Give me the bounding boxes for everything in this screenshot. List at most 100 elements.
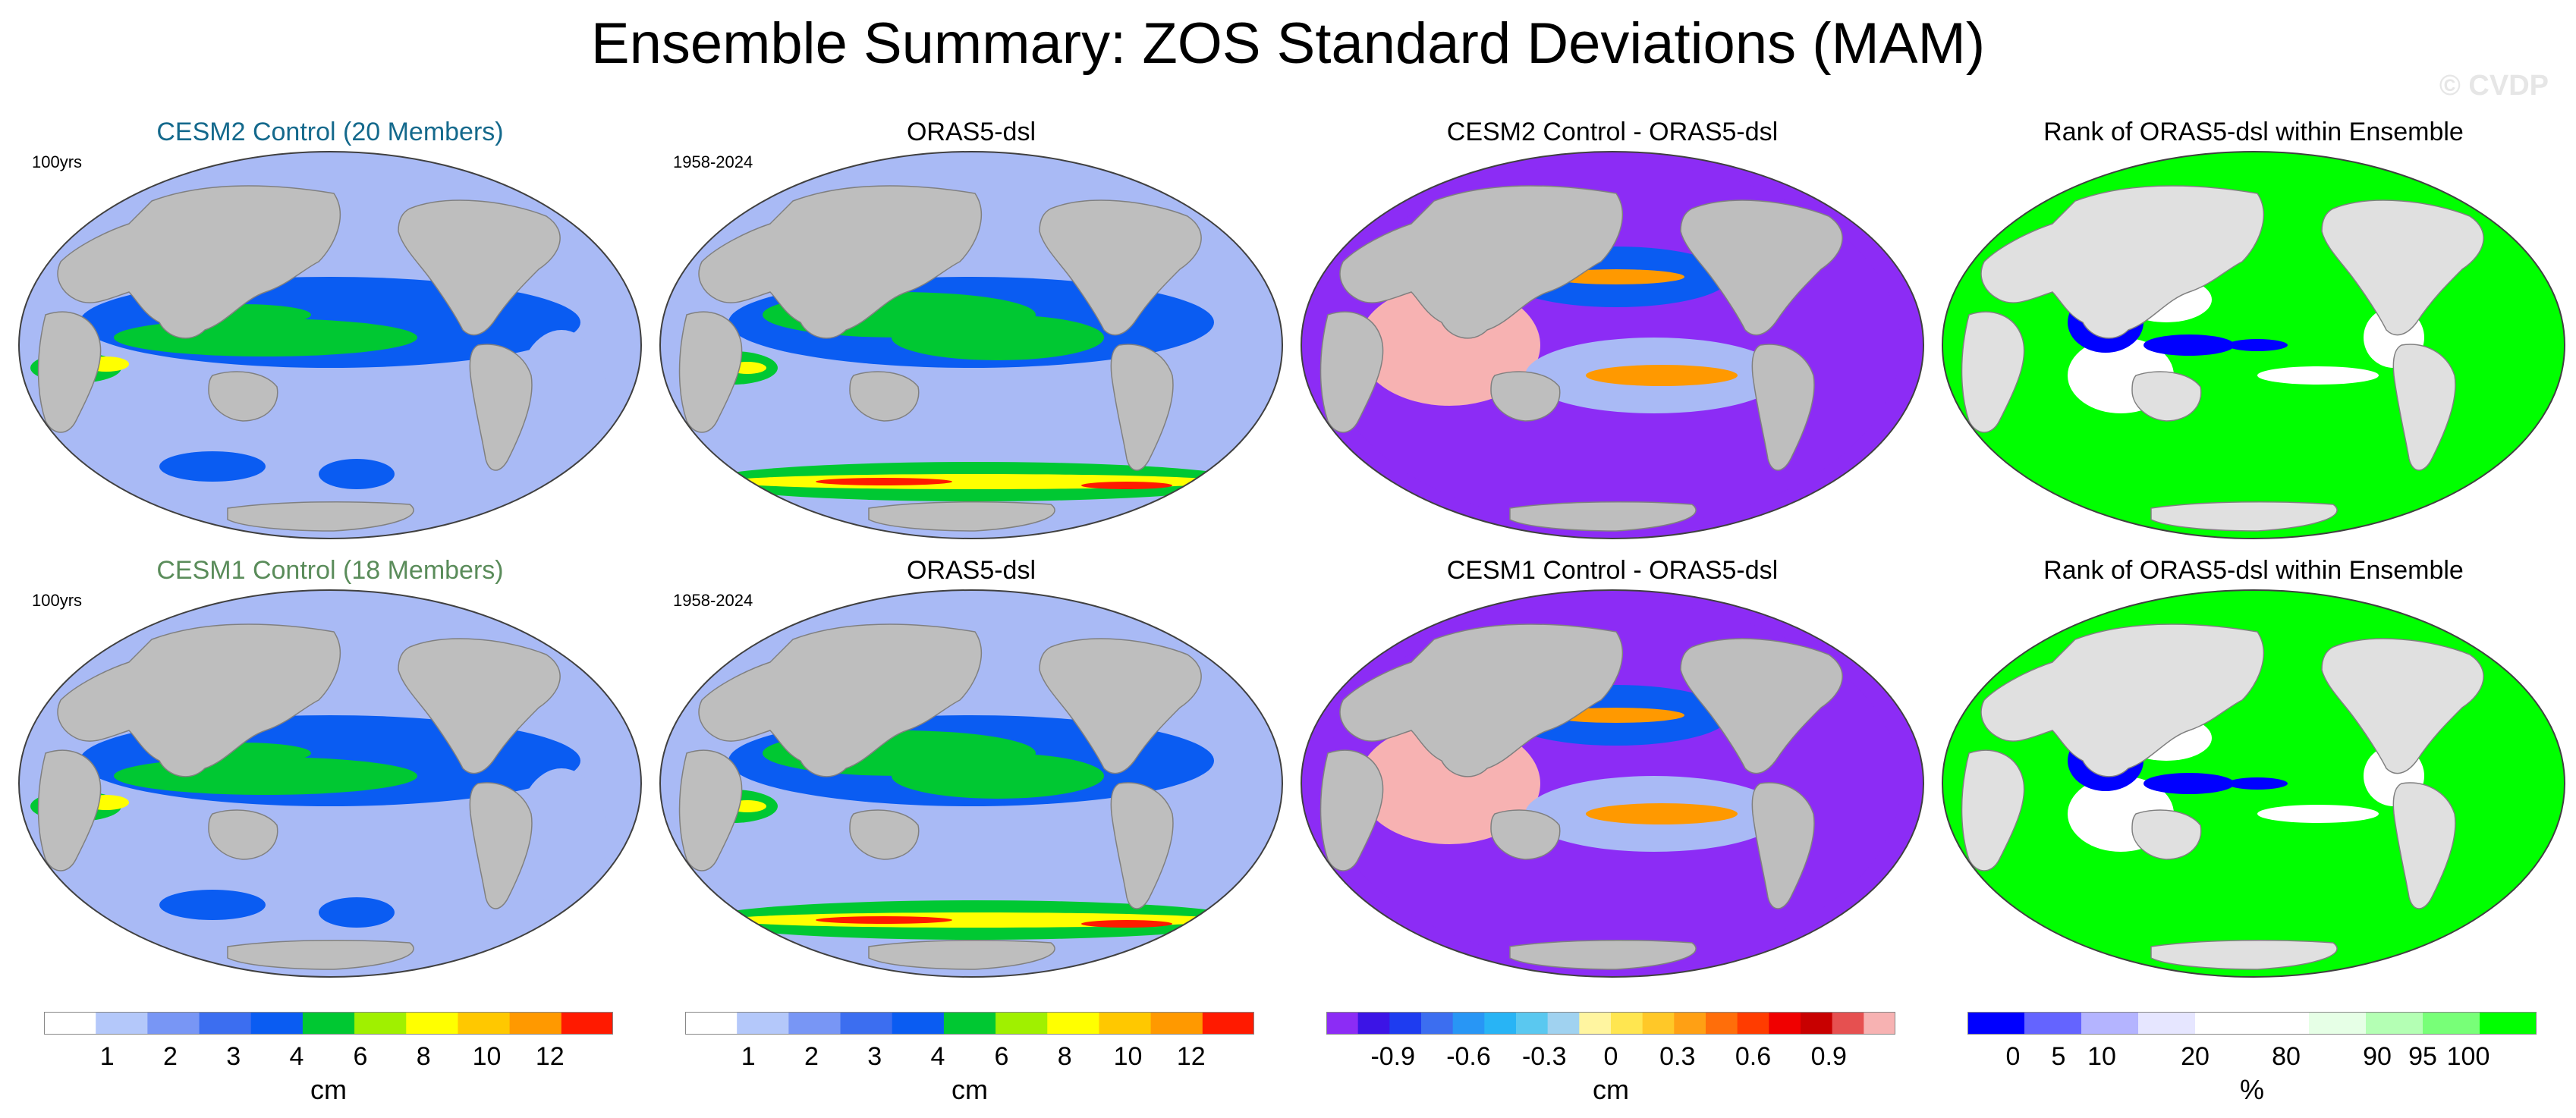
- panel-title: CESM1 Control - ORAS5-dsl: [1446, 556, 1779, 585]
- colorbar-tick-label: -0.3: [1521, 1042, 1567, 1071]
- south-america-land: [469, 344, 533, 471]
- field-region: [2144, 334, 2235, 356]
- colorbar-tick-label: 20: [2181, 1042, 2210, 1071]
- colorbar-swatch: [840, 1012, 893, 1035]
- colorbar-swatch: [2480, 1012, 2537, 1035]
- antarctica-land: [868, 939, 1055, 970]
- map-panel: CESM1 Control - ORAS5-dsl: [1297, 556, 1927, 981]
- field-region: [1081, 482, 1172, 489]
- watermark: © CVDP: [2439, 70, 2549, 102]
- field-region: [2227, 777, 2288, 790]
- map-panel: CESM1 Control (18 Members) 100yrs: [15, 556, 645, 981]
- colorbar-tick-label: 80: [2272, 1042, 2301, 1071]
- colorbar-swatch: [2309, 1012, 2367, 1035]
- field-region: [2144, 773, 2235, 794]
- asia-land: [1980, 185, 2264, 339]
- antarctica-land: [2150, 501, 2338, 532]
- map-border: [659, 589, 1283, 978]
- africa-land: [1961, 311, 2025, 433]
- colorbar-unit: %: [2239, 1074, 2264, 1105]
- field-region: [1081, 920, 1172, 928]
- asia-land: [698, 185, 982, 339]
- colorbar: 0 5 10 20 80 90 95 100%: [1967, 1012, 2537, 1118]
- colorbar-swatch: [2423, 1012, 2480, 1035]
- colorbar-swatches: [1326, 1012, 1895, 1035]
- field-region: [159, 451, 266, 482]
- south-america-land: [1110, 344, 1174, 471]
- north-america-land: [1039, 199, 1202, 336]
- colorbar: 1 2 3 4 6 8 10 12 cm: [685, 1012, 1254, 1118]
- colorbar-tick-label: 0.3: [1659, 1042, 1696, 1071]
- colorbar-swatch: [892, 1012, 945, 1035]
- field-region: [816, 916, 952, 924]
- colorbar-swatch: [2252, 1012, 2310, 1035]
- asia-land: [57, 623, 341, 777]
- panel-title: Rank of ORAS5-dsl within Ensemble: [2043, 556, 2464, 585]
- period-label: 1958-2024: [673, 152, 753, 171]
- colorbar-swatch: [1484, 1012, 1517, 1035]
- robinson-map: [1301, 151, 1924, 539]
- colorbar-swatch: [509, 1012, 562, 1035]
- colorbar-swatch: [995, 1012, 1048, 1035]
- colorbar-swatches: [1967, 1012, 2537, 1035]
- antarctica-land: [227, 501, 414, 532]
- antarctica-land: [1509, 501, 1697, 532]
- africa-land: [37, 749, 102, 871]
- colorbar-swatch: [302, 1012, 355, 1035]
- robinson-map: [659, 589, 1283, 978]
- field-region: [319, 459, 395, 489]
- field-region: [159, 890, 266, 920]
- colorbar-swatch: [1674, 1012, 1706, 1035]
- colorbar-tick-label: 1: [741, 1042, 756, 1071]
- field-region: [516, 768, 607, 905]
- north-america-land: [1680, 199, 1843, 336]
- panel-title: CESM2 Control (20 Members): [156, 118, 504, 146]
- africa-land: [1961, 749, 2025, 871]
- map-border: [18, 151, 642, 539]
- australia-land: [1490, 809, 1561, 860]
- field-region: [1586, 803, 1738, 824]
- robinson-map: [1942, 589, 2565, 978]
- colorbar-swatch: [2081, 1012, 2139, 1035]
- colorbar-swatch: [1516, 1012, 1549, 1035]
- field-region: [2257, 805, 2379, 823]
- asia-land: [57, 185, 341, 339]
- robinson-map: [18, 589, 642, 978]
- period-label: 100yrs: [32, 152, 83, 171]
- map-panel: Rank of ORAS5-dsl within Ensemble: [1939, 118, 2568, 542]
- panel-title: ORAS5-dsl: [906, 556, 1036, 585]
- colorbar-swatch: [406, 1012, 458, 1035]
- panel-title: ORAS5-dsl: [906, 118, 1036, 146]
- north-america-land: [1680, 638, 1843, 774]
- field-region: [319, 897, 395, 928]
- colorbar-swatch: [1769, 1012, 1801, 1035]
- colorbar-swatch: [1421, 1012, 1454, 1035]
- africa-land: [678, 311, 743, 433]
- field-region: [892, 753, 1104, 799]
- colorbar-swatch: [96, 1012, 148, 1035]
- robinson-map: [1301, 589, 1924, 978]
- colorbar-tick-label: 100: [2446, 1042, 2490, 1071]
- map-border: [1301, 589, 1924, 978]
- map-panel: ORAS5-dsl 1958-2024: [656, 556, 1286, 981]
- colorbar-tick-label: 10: [472, 1042, 502, 1071]
- colorbar-tick-label: 1: [99, 1042, 115, 1071]
- colorbar-tick-label: 2: [804, 1042, 819, 1071]
- map-panel: CESM2 Control - ORAS5-dsl: [1297, 118, 1927, 542]
- field-region: [516, 330, 607, 466]
- colorbar-swatch: [2024, 1012, 2082, 1035]
- south-america-land: [469, 782, 533, 909]
- asia-land: [1339, 185, 1623, 339]
- north-america-land: [398, 199, 561, 336]
- colorbar-swatch: [1642, 1012, 1675, 1035]
- colorbar-tick-label: 3: [867, 1042, 882, 1071]
- colorbar-tick-label: 95: [2408, 1042, 2437, 1071]
- antarctica-land: [868, 501, 1055, 532]
- north-america-land: [398, 638, 561, 774]
- africa-land: [1319, 749, 1384, 871]
- period-label: 1958-2024: [673, 591, 753, 610]
- colorbar-unit: cm: [1593, 1074, 1629, 1105]
- asia-land: [1980, 623, 2264, 777]
- australia-land: [849, 809, 920, 860]
- colorbar-swatch: [250, 1012, 304, 1035]
